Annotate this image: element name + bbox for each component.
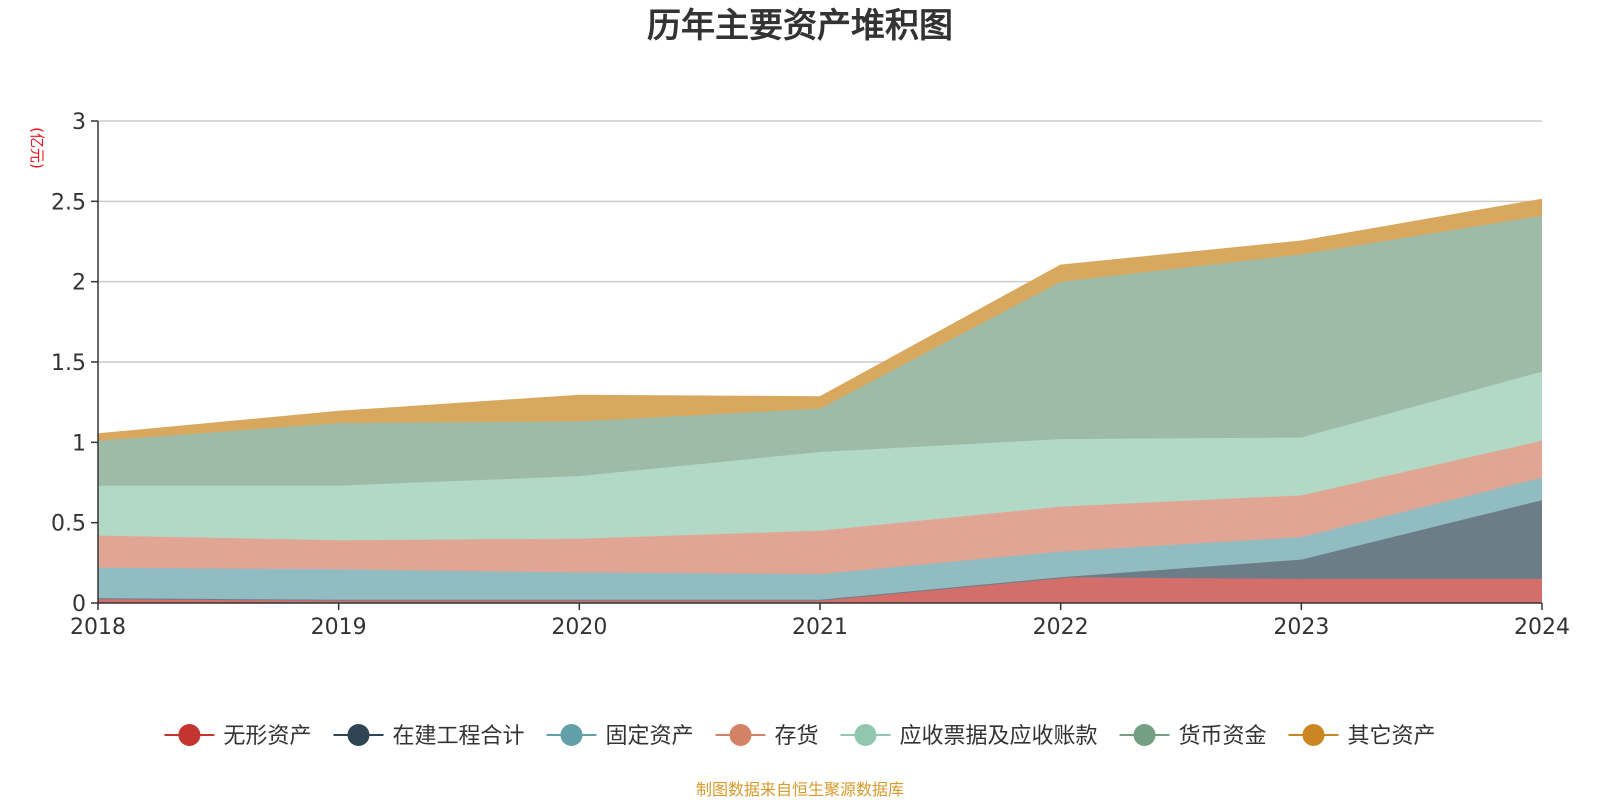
- axes: 0 0.5 1 1.5 2 2.5 3 2018 2019 2020 2021 2022 2023 202…: [51, 110, 1570, 640]
- y-tick-label-6: 3: [72, 110, 86, 135]
- legend-label-3: 存货: [775, 724, 819, 749]
- x-tick-label-4: 2022: [1033, 615, 1089, 640]
- legend-item-6: 其它资产: [1288, 724, 1436, 749]
- chart-title: 历年主要资产堆积图: [647, 6, 953, 46]
- y-tick-label-2: 1: [72, 431, 86, 456]
- data-source-note: 制图数据来自恒生聚源数据库: [696, 780, 904, 799]
- x-tick-label-2: 2020: [551, 615, 607, 640]
- legend-label-0: 无形资产: [223, 724, 311, 749]
- area-series-4: [98, 371, 1542, 541]
- legend-marker-3: [729, 724, 752, 746]
- legend-marker-2: [560, 724, 583, 746]
- legend-item-0: 无形资产: [164, 724, 311, 749]
- y-tick-label-0: 0: [72, 592, 86, 617]
- y-tick-label-5: 2.5: [51, 190, 86, 215]
- area-series-5: [98, 215, 1542, 486]
- legend-marker-0: [178, 724, 201, 746]
- area-series-2: [98, 477, 1542, 600]
- legend: 无形资产 在建工程合计 固定资产 存货 应收票据及应收账款 货币资金 其它资产: [164, 724, 1436, 749]
- area-series-3: [98, 440, 1542, 575]
- legend-item-4: 应收票据及应收账款: [840, 724, 1098, 749]
- area-series-6: [98, 199, 1542, 441]
- legend-item-3: 存货: [715, 724, 819, 749]
- legend-marker-5: [1133, 724, 1156, 746]
- area-line-series-6: [97, 198, 1543, 436]
- legend-label-2: 固定资产: [606, 724, 694, 749]
- legend-marker-1: [347, 724, 370, 746]
- y-tick-label-3: 1.5: [51, 351, 86, 376]
- x-tick-label-6: 2024: [1514, 615, 1570, 640]
- legend-item-2: 固定资产: [546, 724, 694, 749]
- y-axis-unit: (亿元): [28, 127, 46, 169]
- x-tick-label-3: 2021: [792, 615, 848, 640]
- legend-item-5: 货币资金: [1119, 724, 1267, 749]
- y-tick-label-1: 0.5: [51, 512, 86, 537]
- x-tick-label-5: 2023: [1273, 615, 1329, 640]
- y-tick-label-4: 2: [72, 271, 86, 296]
- x-tick-label-1: 2019: [311, 615, 367, 640]
- legend-label-1: 在建工程合计: [393, 724, 525, 749]
- area-series-group: [97, 198, 1543, 603]
- legend-label-4: 应收票据及应收账款: [900, 724, 1098, 749]
- x-tick-label-0: 2018: [70, 615, 126, 640]
- area-series-0: [98, 577, 1542, 603]
- legend-marker-6: [1302, 724, 1325, 746]
- legend-marker-4: [854, 724, 877, 746]
- legend-label-5: 货币资金: [1179, 724, 1267, 749]
- legend-item-1: 在建工程合计: [333, 724, 525, 749]
- legend-label-6: 其它资产: [1348, 724, 1436, 749]
- area-series-1: [98, 500, 1542, 600]
